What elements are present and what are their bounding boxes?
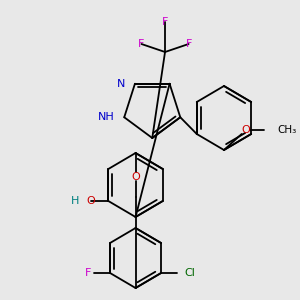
Text: Cl: Cl	[185, 268, 196, 278]
Text: NH: NH	[98, 112, 114, 122]
Text: F: F	[85, 268, 92, 278]
Text: O: O	[131, 172, 140, 182]
Text: F: F	[185, 39, 192, 49]
Text: N: N	[117, 79, 125, 89]
Text: O: O	[87, 196, 95, 206]
Text: CH₃: CH₃	[277, 125, 296, 135]
Text: F: F	[138, 39, 145, 49]
Text: H: H	[70, 196, 79, 206]
Text: F: F	[162, 17, 168, 27]
Text: O: O	[241, 125, 250, 135]
